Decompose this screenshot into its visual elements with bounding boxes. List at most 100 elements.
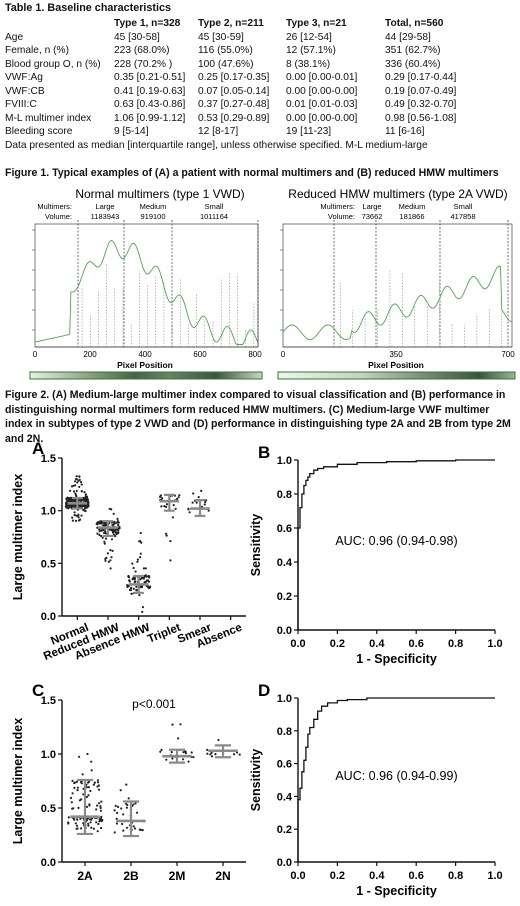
data-point [125,806,128,809]
data-point [125,826,129,829]
data-point [97,822,100,826]
data-point [161,497,164,500]
data-point [88,804,91,807]
data-point [107,560,110,563]
panel-d: D 0.00.0 0.2 0.2 0.4 0.4 0.6 0.6 0.8 0.8 1.0 1.0 Sen… [249,681,503,898]
panel-letter: A [32,439,44,458]
data-point [171,757,174,760]
fig1a-xtick: 800 [248,350,262,359]
data-point [70,801,73,804]
table-cell: 100 (47.6%) [198,58,254,70]
y-tick-label: 0.6 [277,759,292,771]
data-point [83,505,86,508]
data-point [100,800,103,803]
y-tick-label: 0.4 [277,557,293,569]
data-point [86,817,89,820]
data-point [90,769,93,772]
data-point [76,789,79,792]
data-point [238,753,241,756]
data-point [102,529,105,532]
data-point [83,491,86,494]
data-point [188,511,191,514]
data-point [100,819,103,823]
fig1b-vol-small: 417858 [450,212,475,221]
roc-curve [297,459,495,630]
data-point [89,789,92,793]
data-point [165,534,168,537]
table-cell: 336 (60.4%) [385,58,441,70]
y-tick-label: 1.0 [277,693,292,705]
data-point [98,818,101,821]
data-point [66,499,69,502]
data-point [203,503,206,506]
auc-annotation: AUC: 0.96 (0.94-0.98) [335,534,457,548]
data-point [109,559,112,562]
table-cell: 45 [30-59] [198,31,244,43]
data-point [128,588,132,591]
data-point [177,737,180,740]
roc-curve [297,697,495,862]
data-point [165,503,169,506]
data-point [96,521,99,524]
data-point [100,534,103,538]
data-point [90,818,93,821]
data-point [104,557,107,560]
data-point [116,517,119,520]
fig1b-seg-small: Small [454,202,473,211]
data-point [195,501,198,504]
x-tick-label: 0.6 [409,638,424,650]
fig1a-seg-medium: Medium [140,202,167,211]
fig1a-xtick: 0 [33,350,38,359]
data-point [110,508,113,511]
y-tick-label: 0.5 [41,803,56,815]
data-point [139,540,142,543]
data-point [169,559,172,562]
plot-frame [282,223,513,348]
y-tick-label: 1.0 [277,455,292,467]
data-point [95,808,98,811]
data-point [104,559,107,562]
data-point [210,751,213,754]
data-point [80,483,83,486]
data-point [116,805,120,808]
data-point [171,516,174,519]
fig1a-xtick: 600 [193,350,207,359]
data-point [76,481,79,484]
data-point [97,788,101,791]
panel-letter: B [258,443,270,462]
table-row: M-L multimer index 1.06 [0.99-1.12] 0.53 [… [5,113,515,127]
table-cell: 0.19 [0.07-0.49] [385,85,457,97]
data-point [115,817,118,820]
panel-letter: C [32,681,44,700]
data-point [109,549,112,552]
figure2-caption: Figure 2. (A) Medium-large multimer inde… [5,389,511,445]
table-cell: Age [5,31,24,43]
data-point [69,796,73,800]
data-point [134,802,137,805]
table-cell: 12 (57.1%) [286,45,336,56]
data-point [68,506,71,509]
table-cell: M-L multimer index [5,112,92,124]
data-point [114,522,117,525]
data-point [65,506,68,509]
table-header-row: Type 1, n=328 Type 2, n=211 Type 3, n=21… [5,18,515,32]
data-point [73,511,76,514]
y-axis-label: Sensitivity [249,514,263,577]
y-tick-label: 1.5 [41,695,56,707]
data-point [78,505,82,508]
data-point [139,556,142,559]
data-point [73,504,77,507]
data-point [187,760,190,763]
data-point [82,822,85,825]
table-cell: 116 (55.0%) [198,45,253,56]
data-point [78,475,81,478]
data-point [81,773,84,776]
densitometry-trace [34,240,259,345]
data-point [98,522,101,525]
panel-letter: D [258,681,270,700]
table-cell: 0.07 [0.05-0.14] [198,85,270,97]
data-point [97,802,101,805]
data-point [115,822,118,825]
y-tick-label: 0.2 [277,591,292,603]
data-point [116,811,119,814]
